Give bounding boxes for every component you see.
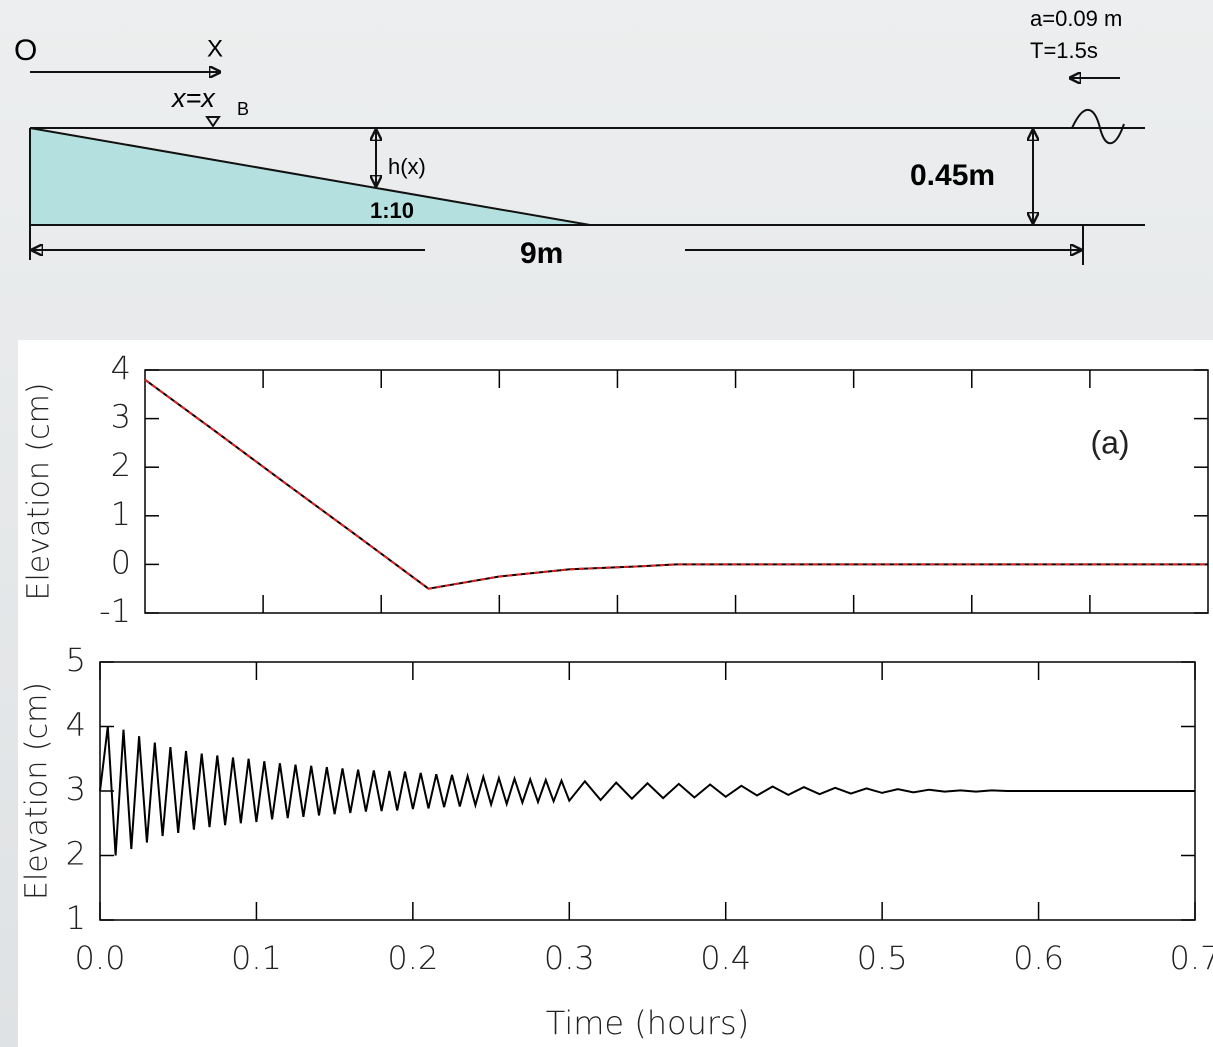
y-axis-label: Elevation (cm) <box>20 682 55 900</box>
x-tick-label: 0.7 <box>1170 939 1213 977</box>
y-tick-label: 4 <box>111 349 131 387</box>
axis-label: X <box>207 35 223 62</box>
x-tick-label: 0.5 <box>857 939 908 977</box>
y-tick-label: 1 <box>111 495 131 533</box>
y-tick-label: 4 <box>66 706 86 744</box>
x-tick-label: 0.0 <box>75 939 126 977</box>
chart-background <box>18 340 1213 1047</box>
data-line <box>99 726 1195 856</box>
x-tick-label: 0.1 <box>231 939 282 977</box>
y-tick-label: 2 <box>66 835 86 873</box>
breaking-sub: B <box>237 99 249 119</box>
period-label: T=1.5s <box>1030 38 1098 63</box>
y-tick-label: 3 <box>111 398 131 436</box>
setup-diagram: O X x=x B h(x) 1:10 0.45m 9m a=0.09 m T=… <box>14 6 1145 270</box>
slope-label: 1:10 <box>370 198 414 223</box>
slope-line <box>29 127 591 226</box>
x-tick-label: 0.2 <box>387 939 438 977</box>
x-tick-label: 0.6 <box>1013 939 1064 977</box>
y-tick-label: 2 <box>111 446 131 484</box>
origin-label: O <box>14 34 37 67</box>
panel-label: (a) <box>1090 424 1129 460</box>
y-tick-label: 0 <box>111 543 131 581</box>
x-axis-label: Time (hours) <box>546 1004 749 1042</box>
y-tick-label: 1 <box>66 899 86 937</box>
plot-frame <box>144 369 1209 614</box>
y-tick-label: -1 <box>99 592 131 630</box>
x-tick-label: 0.3 <box>544 939 595 977</box>
breaking-label: x=x <box>170 83 216 113</box>
data-line <box>144 378 1208 590</box>
depth-label: h(x) <box>388 154 426 179</box>
y-tick-label: 5 <box>66 641 86 679</box>
length-label: 9m <box>520 237 563 270</box>
y-axis-label: Elevation (cm) <box>22 382 57 600</box>
depth-value: 0.45m <box>910 159 995 192</box>
wave-symbol <box>1071 108 1125 145</box>
y-tick-label: 3 <box>66 770 86 808</box>
breaking-marker <box>205 116 221 128</box>
amplitude-label: a=0.09 m <box>1030 6 1122 31</box>
x-tick-label: 0.4 <box>700 939 751 977</box>
